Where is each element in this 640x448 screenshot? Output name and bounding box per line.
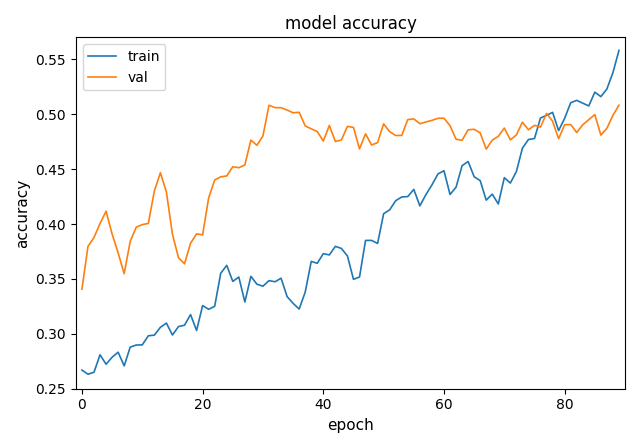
Y-axis label: accuracy: accuracy [15, 178, 30, 248]
train [157, 325, 164, 330]
train [84, 371, 92, 377]
Title: model accuracy: model accuracy [285, 15, 417, 33]
val [525, 127, 532, 133]
val [452, 137, 460, 142]
Legend: train, val: train, val [83, 44, 165, 90]
val [150, 188, 158, 194]
val [78, 286, 86, 292]
train [615, 48, 623, 53]
val [537, 125, 545, 130]
val [241, 162, 249, 168]
train [78, 367, 86, 373]
train [531, 136, 538, 141]
X-axis label: epoch: epoch [327, 418, 374, 433]
train [543, 113, 550, 118]
train [458, 163, 466, 168]
val [615, 103, 623, 108]
val [591, 112, 598, 117]
train [597, 94, 605, 99]
Line: train: train [82, 51, 619, 374]
Line: val: val [82, 105, 619, 289]
train [247, 274, 255, 279]
